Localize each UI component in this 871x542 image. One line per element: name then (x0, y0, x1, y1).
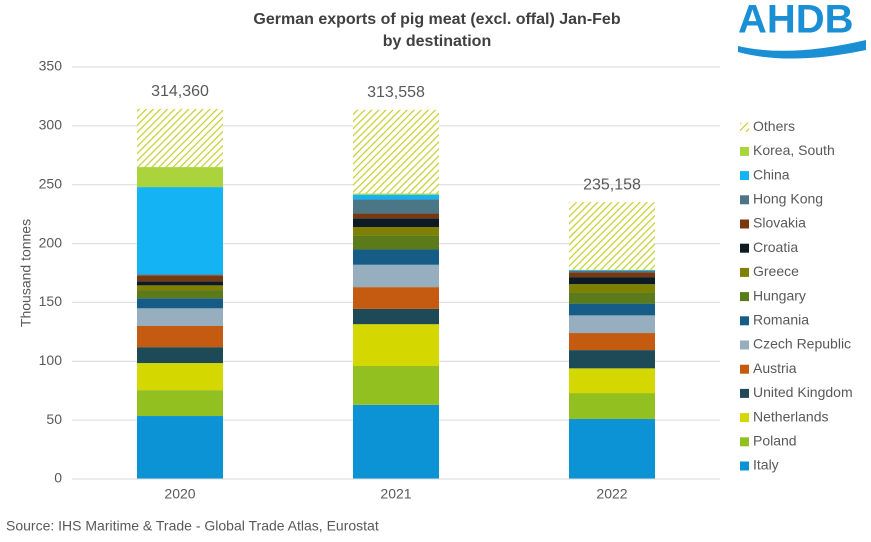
bar-segment (569, 418, 655, 479)
bar-segment (569, 202, 655, 270)
legend-label: Austria (753, 360, 797, 376)
bar-segment (137, 390, 223, 417)
bar-segment (569, 284, 655, 293)
y-tick-label: 250 (39, 175, 63, 191)
bar-segment (353, 199, 439, 214)
bar-segment (137, 290, 223, 299)
bar-segment (569, 270, 655, 273)
legend-label: Czech Republic (753, 336, 851, 352)
bar-segment (569, 292, 655, 304)
bar-segment (569, 333, 655, 351)
legend-swatch (740, 171, 749, 181)
legend-label: Greece (753, 263, 799, 279)
legend-label: United Kingdom (753, 384, 853, 400)
legend-swatch (740, 316, 749, 326)
bar-segment (353, 227, 439, 236)
logo-swoosh (738, 40, 866, 59)
legend-swatch (740, 243, 749, 253)
bar-segment (353, 235, 439, 250)
legend-swatch (740, 146, 749, 156)
bar-segment (137, 167, 223, 188)
legend-swatch (740, 267, 749, 277)
bar-segment (569, 368, 655, 394)
bar-segment (137, 347, 223, 364)
legend-swatch (740, 364, 749, 374)
legend-label: Croatia (753, 239, 798, 255)
bar-segment (569, 350, 655, 369)
legend-label: Korea, South (753, 142, 835, 158)
bar-segment (353, 264, 439, 288)
bar-segment (353, 193, 439, 195)
legend-swatch (740, 461, 749, 471)
legend-label: Romania (753, 312, 809, 328)
y-tick-label: 350 (39, 58, 63, 74)
legend-label: Italy (753, 457, 779, 473)
y-tick-label: 200 (39, 234, 63, 250)
chart-title: by destination (383, 33, 491, 50)
bar-segment (137, 298, 223, 309)
bar-segment (353, 213, 439, 219)
total-label: 313,558 (367, 84, 425, 101)
bar-segment (569, 272, 655, 278)
bar-segment (569, 270, 655, 271)
bar-segment (137, 416, 223, 479)
legend-swatch (740, 219, 749, 229)
bar-segment (137, 281, 223, 286)
total-label: 314,360 (151, 83, 209, 100)
bar-segment (353, 287, 439, 309)
bar-segment (137, 285, 223, 291)
legend-label: Hong Kong (753, 191, 823, 207)
y-tick-label: 300 (39, 117, 63, 133)
y-tick-label: 150 (39, 293, 63, 309)
legend-swatch (740, 340, 749, 350)
legend-label: Slovakia (753, 215, 806, 231)
y-tick-label: 50 (46, 411, 62, 427)
bar-segment (569, 277, 655, 285)
bar-segment (569, 393, 655, 419)
total-label: 235,158 (583, 176, 641, 193)
x-tick-label: 2022 (596, 486, 627, 502)
legend-swatch (740, 122, 749, 132)
bar-segment (137, 275, 223, 282)
chart-title: German exports of pig meat (excl. offal)… (253, 11, 620, 28)
bar-segment (137, 308, 223, 326)
x-tick-label: 2020 (164, 486, 195, 502)
legend-swatch (740, 195, 749, 205)
legend-label: Others (753, 118, 795, 134)
x-tick-label: 2021 (380, 486, 411, 502)
bar-segment (353, 109, 439, 194)
logo: AHDB (738, 0, 854, 42)
legend-label: Poland (753, 433, 797, 449)
legend-swatch (740, 388, 749, 398)
legend-label: Netherlands (753, 408, 829, 424)
bar-segment (353, 249, 439, 265)
legend-label: China (753, 166, 790, 182)
bar-segment (353, 365, 439, 405)
y-axis-label: Thousand tonnes (18, 219, 34, 327)
bar-segment (353, 218, 439, 228)
bar-segment (137, 325, 223, 348)
bar-segment (353, 404, 439, 479)
bar-segment (137, 274, 223, 276)
bar-segment (137, 187, 223, 275)
legend-swatch (740, 292, 749, 302)
bar-segment (569, 303, 655, 316)
bar-segment (353, 308, 439, 325)
bar-segment (353, 194, 439, 200)
y-tick-label: 0 (54, 470, 62, 486)
bar-segment (569, 315, 655, 334)
legend-swatch (740, 413, 749, 423)
source: Source: IHS Maritime & Trade - Global Tr… (6, 518, 379, 534)
legend-swatch (740, 437, 749, 447)
bar-segment (137, 363, 223, 391)
y-tick-label: 100 (39, 352, 63, 368)
bar-segment (137, 108, 223, 168)
bar-segment (353, 324, 439, 366)
legend-label: Hungary (753, 287, 806, 303)
